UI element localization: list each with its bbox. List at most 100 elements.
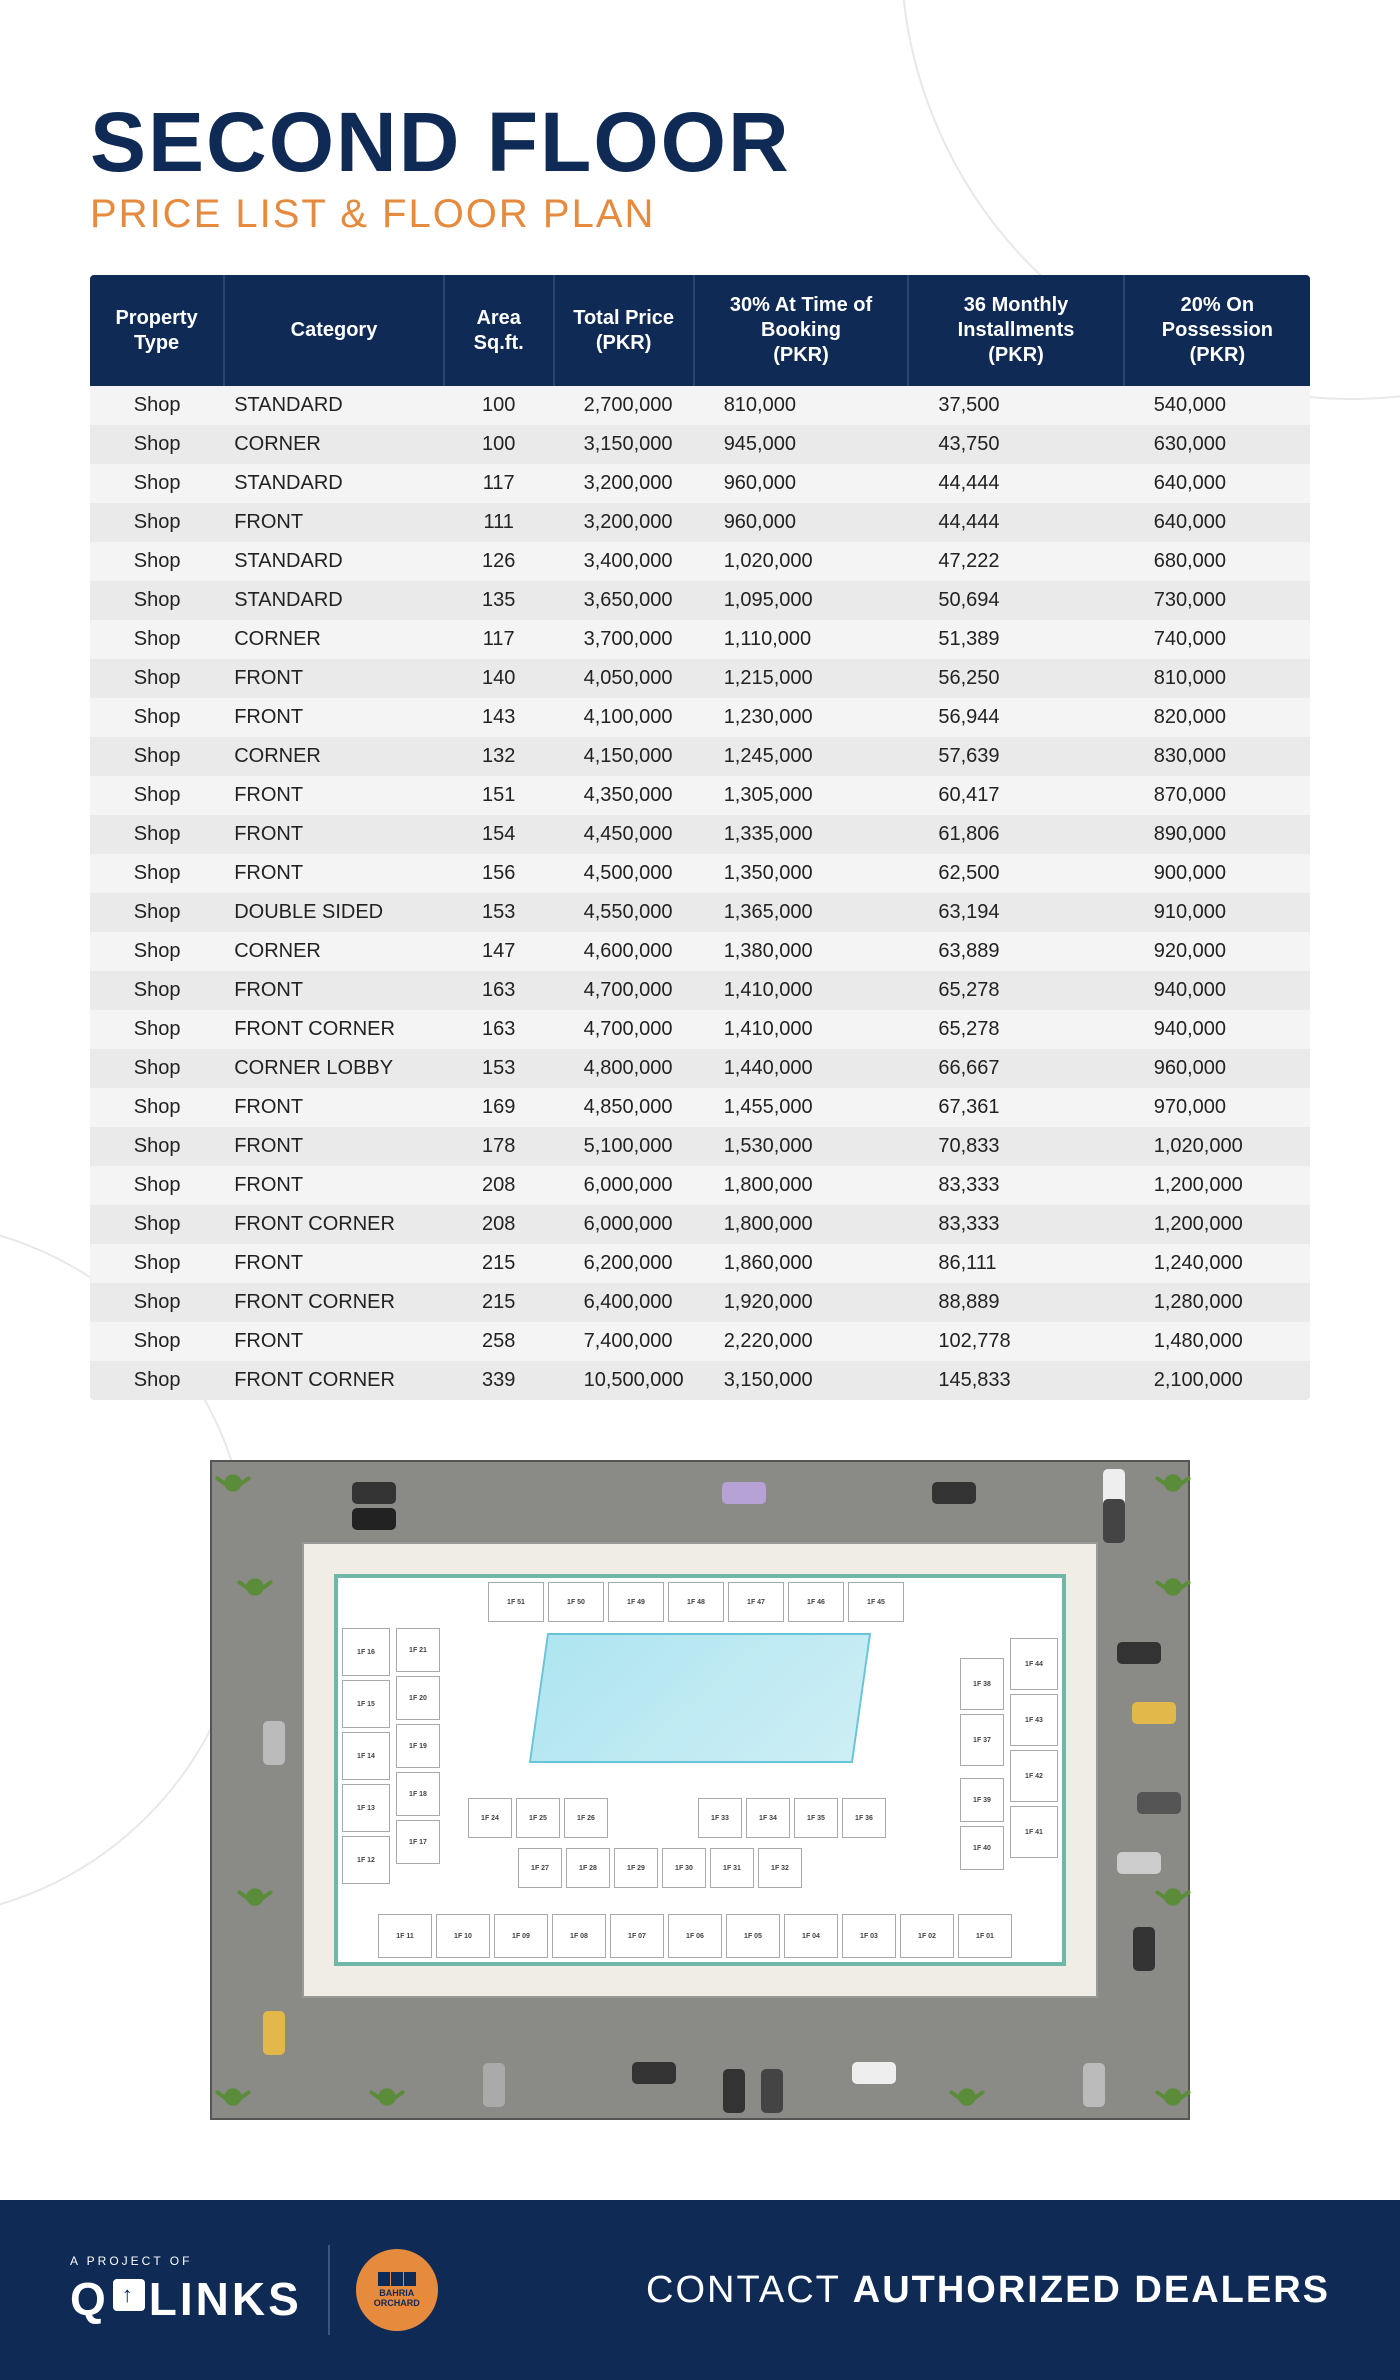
table-cell: DOUBLE SIDED bbox=[224, 893, 444, 932]
fp-atrium bbox=[529, 1633, 871, 1763]
table-cell: 208 bbox=[444, 1166, 554, 1205]
table-cell: 6,000,000 bbox=[554, 1205, 694, 1244]
car-icon bbox=[352, 1508, 396, 1530]
table-cell: 154 bbox=[444, 815, 554, 854]
table-cell: FRONT bbox=[224, 1127, 444, 1166]
col-header: 20% On Possession(PKR) bbox=[1124, 275, 1310, 386]
table-row: ShopFRONT1785,100,0001,530,00070,8331,02… bbox=[90, 1127, 1310, 1166]
car-icon bbox=[352, 1482, 396, 1504]
table-cell: 63,194 bbox=[908, 893, 1123, 932]
table-cell: Shop bbox=[90, 659, 224, 698]
table-cell: Shop bbox=[90, 893, 224, 932]
floor-unit: 1F 41 bbox=[1010, 1806, 1058, 1858]
col-header: Category bbox=[224, 275, 444, 386]
col-header: 36 Monthly Installments(PKR) bbox=[908, 275, 1123, 386]
table-cell: 63,889 bbox=[908, 932, 1123, 971]
palm-icon bbox=[1158, 1882, 1188, 1912]
table-cell: 2,700,000 bbox=[554, 386, 694, 425]
table-cell: 810,000 bbox=[694, 386, 909, 425]
table-cell: 70,833 bbox=[908, 1127, 1123, 1166]
floor-unit: 1F 10 bbox=[436, 1914, 490, 1958]
footer-bar: A PROJECT OF Q↑LINKS BAHRIA ORCHARD CONT… bbox=[0, 2200, 1400, 2380]
table-cell: Shop bbox=[90, 1010, 224, 1049]
table-cell: 6,400,000 bbox=[554, 1283, 694, 1322]
project-of-label: A PROJECT OF bbox=[70, 2254, 302, 2268]
car-icon bbox=[1103, 1499, 1125, 1543]
table-cell: Shop bbox=[90, 1283, 224, 1322]
palm-icon bbox=[240, 1882, 270, 1912]
table-cell: CORNER LOBBY bbox=[224, 1049, 444, 1088]
table-row: ShopCORNER1173,700,0001,110,00051,389740… bbox=[90, 620, 1310, 659]
table-cell: Shop bbox=[90, 737, 224, 776]
floor-unit: 1F 29 bbox=[614, 1848, 658, 1888]
car-icon bbox=[1137, 1792, 1181, 1814]
table-cell: Shop bbox=[90, 464, 224, 503]
table-cell: Shop bbox=[90, 425, 224, 464]
table-cell: 2,220,000 bbox=[694, 1322, 909, 1361]
table-cell: 6,000,000 bbox=[554, 1166, 694, 1205]
table-cell: 1,800,000 bbox=[694, 1205, 909, 1244]
table-cell: FRONT bbox=[224, 1322, 444, 1361]
table-cell: 2,100,000 bbox=[1124, 1361, 1310, 1400]
table-cell: 810,000 bbox=[1124, 659, 1310, 698]
table-row: ShopFRONT1564,500,0001,350,00062,500900,… bbox=[90, 854, 1310, 893]
table-row: ShopFRONT1113,200,000960,00044,444640,00… bbox=[90, 503, 1310, 542]
floor-unit: 1F 31 bbox=[710, 1848, 754, 1888]
floor-unit: 1F 34 bbox=[746, 1798, 790, 1838]
table-cell: 51,389 bbox=[908, 620, 1123, 659]
table-row: ShopFRONT1544,450,0001,335,00061,806890,… bbox=[90, 815, 1310, 854]
fp-top-row: 1F 511F 501F 491F 481F 471F 461F 45 bbox=[488, 1582, 912, 1622]
table-cell: 870,000 bbox=[1124, 776, 1310, 815]
table-cell: FRONT CORNER bbox=[224, 1283, 444, 1322]
table-cell: 1,365,000 bbox=[694, 893, 909, 932]
car-icon bbox=[263, 1721, 285, 1765]
arrow-up-icon: ↑ bbox=[113, 2279, 145, 2311]
table-row: ShopFRONT2156,200,0001,860,00086,1111,24… bbox=[90, 1244, 1310, 1283]
table-cell: 4,050,000 bbox=[554, 659, 694, 698]
footer-left: A PROJECT OF Q↑LINKS BAHRIA ORCHARD bbox=[70, 2245, 438, 2335]
table-body: ShopSTANDARD1002,700,000810,00037,500540… bbox=[90, 386, 1310, 1400]
car-icon bbox=[1117, 1852, 1161, 1874]
col-header: 30% At Time of Booking(PKR) bbox=[694, 275, 909, 386]
floor-unit: 1F 16 bbox=[342, 1628, 390, 1676]
floor-unit: 1F 27 bbox=[518, 1848, 562, 1888]
table-cell: FRONT bbox=[224, 815, 444, 854]
table-row: ShopFRONT CORNER2086,000,0001,800,00083,… bbox=[90, 1205, 1310, 1244]
table-cell: 3,150,000 bbox=[554, 425, 694, 464]
floor-unit: 1F 44 bbox=[1010, 1638, 1058, 1690]
floor-unit: 1F 48 bbox=[668, 1582, 724, 1622]
table-cell: 145,833 bbox=[908, 1361, 1123, 1400]
floor-unit: 1F 24 bbox=[468, 1798, 512, 1838]
palm-icon bbox=[218, 1468, 248, 1498]
floor-unit: 1F 03 bbox=[842, 1914, 896, 1958]
table-cell: 3,150,000 bbox=[694, 1361, 909, 1400]
table-cell: 61,806 bbox=[908, 815, 1123, 854]
table-cell: 140 bbox=[444, 659, 554, 698]
car-icon bbox=[723, 2069, 745, 2113]
table-cell: FRONT bbox=[224, 698, 444, 737]
fp-left-col: 1F 161F 151F 141F 131F 12 bbox=[342, 1628, 390, 1884]
floor-unit: 1F 26 bbox=[564, 1798, 608, 1838]
car-icon bbox=[932, 1482, 976, 1504]
page-container: SECOND FLOOR PRICE LIST & FLOOR PLAN U 0… bbox=[0, 0, 1400, 2120]
floor-unit: 1F 28 bbox=[566, 1848, 610, 1888]
orchard-top: BAHRIA bbox=[379, 2288, 414, 2298]
table-cell: CORNER bbox=[224, 737, 444, 776]
fp-inner-ring: 1F 511F 501F 491F 481F 471F 461F 45 1F 1… bbox=[334, 1574, 1066, 1966]
table-cell: 258 bbox=[444, 1322, 554, 1361]
table-cell: 910,000 bbox=[1124, 893, 1310, 932]
table-cell: 4,550,000 bbox=[554, 893, 694, 932]
table-cell: 1,200,000 bbox=[1124, 1205, 1310, 1244]
col-header: AreaSq.ft. bbox=[444, 275, 554, 386]
table-cell: 132 bbox=[444, 737, 554, 776]
orchard-bot: ORCHARD bbox=[374, 2298, 420, 2308]
fp-inner-left: 1F 211F 201F 191F 181F 17 bbox=[396, 1628, 440, 1864]
table-cell: 100 bbox=[444, 386, 554, 425]
table-cell: 215 bbox=[444, 1283, 554, 1322]
car-icon bbox=[632, 2062, 676, 2084]
table-cell: STANDARD bbox=[224, 386, 444, 425]
table-cell: 960,000 bbox=[694, 503, 909, 542]
floor-unit: 1F 19 bbox=[396, 1724, 440, 1768]
contact-prefix: CONTACT bbox=[646, 2269, 853, 2311]
table-row: ShopFRONT1634,700,0001,410,00065,278940,… bbox=[90, 971, 1310, 1010]
